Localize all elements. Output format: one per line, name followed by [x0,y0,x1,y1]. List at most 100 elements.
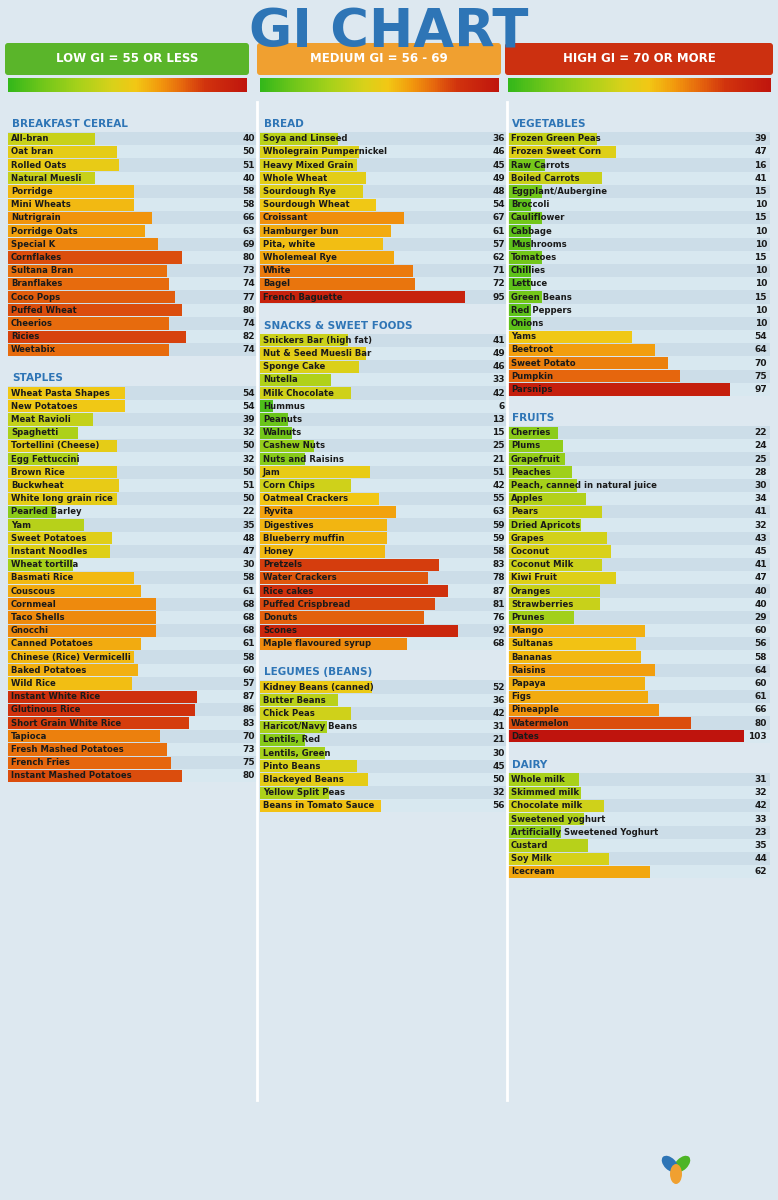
Text: 30: 30 [755,481,767,490]
Text: 54: 54 [243,389,255,397]
Bar [234,78,237,92]
Bar [508,238,531,251]
Bar [236,78,239,92]
Text: 50: 50 [243,148,255,156]
Bar [508,598,600,611]
Bar [357,78,360,92]
Bar [260,373,508,386]
Text: Apples: Apples [511,494,544,503]
Bar [103,78,106,92]
Bar [343,78,346,92]
Text: 58: 58 [755,653,767,661]
Text: Frozen Sweet Corn: Frozen Sweet Corn [511,148,601,156]
Bar [260,786,508,799]
Bar [508,343,770,356]
Bar [260,334,349,347]
Text: Skimmed milk: Skimmed milk [511,788,579,797]
Text: Cherries: Cherries [511,428,552,437]
Text: Natural Muesli: Natural Muesli [11,174,82,182]
Bar [22,78,25,92]
Bar [260,799,380,812]
Bar [470,78,473,92]
Bar [260,466,508,479]
Bar [508,826,770,839]
Bar [260,505,508,518]
Bar [578,78,581,92]
Bar [260,680,372,694]
Bar [113,78,116,92]
Text: Artificially Sweetened Yoghurt: Artificially Sweetened Yoghurt [511,828,658,836]
Text: 10: 10 [755,280,767,288]
Text: 81: 81 [492,600,505,608]
Text: Sultanas: Sultanas [511,640,553,648]
Text: STAPLES: STAPLES [12,373,63,384]
Bar [744,78,747,92]
Text: 45: 45 [492,161,505,169]
Bar [411,78,414,92]
Text: Raisins: Raisins [511,666,545,674]
Bar [8,198,258,211]
Text: 10: 10 [755,227,767,235]
Text: 77: 77 [242,293,255,301]
Bar [8,132,95,145]
Bar [692,78,695,92]
Bar [260,172,366,185]
Bar [379,78,382,92]
Bar [508,505,770,518]
Text: Ricies: Ricies [11,332,40,341]
Bar [44,78,47,92]
Text: Sultana Bran: Sultana Bran [11,266,73,275]
Text: 54: 54 [243,402,255,410]
Bar [8,571,258,584]
Bar [426,78,429,92]
Text: Porridge: Porridge [11,187,53,196]
Text: Heavy Mixed Grain: Heavy Mixed Grain [263,161,353,169]
Bar [458,78,461,92]
Bar [435,78,437,92]
Text: Peanuts: Peanuts [263,415,302,424]
Bar [698,78,701,92]
Bar [73,78,76,92]
Text: Ryvita: Ryvita [263,508,293,516]
Bar [668,78,671,92]
Bar [349,78,352,92]
Bar [8,330,258,343]
Bar [407,78,409,92]
Bar [311,78,314,92]
Text: 59: 59 [492,534,505,542]
Bar [244,78,247,92]
Bar [508,773,770,786]
Text: 72: 72 [492,280,505,288]
Bar [508,224,531,238]
Bar [508,624,646,637]
Text: 61: 61 [243,640,255,648]
Bar [552,78,555,92]
Bar [399,78,401,92]
Text: 67: 67 [492,214,505,222]
Bar [54,78,56,92]
Bar [8,264,166,277]
Text: 75: 75 [755,372,767,380]
Bar [643,78,647,92]
Bar [8,211,258,224]
Bar [508,571,770,584]
Text: 61: 61 [755,692,767,701]
Bar [494,78,497,92]
Text: Blackeyed Beans: Blackeyed Beans [263,775,344,784]
Text: 60: 60 [243,666,255,674]
Text: Wild Rice: Wild Rice [11,679,56,688]
Bar [717,78,720,92]
Bar [444,78,447,92]
Bar [508,224,770,238]
Text: 25: 25 [492,442,505,450]
Text: Sourdough Rye: Sourdough Rye [263,187,336,196]
Text: White long grain rice: White long grain rice [11,494,113,503]
Bar [260,479,351,492]
Bar [8,664,258,677]
Text: 54: 54 [755,332,767,341]
Bar [280,78,282,92]
Bar [508,132,770,145]
Text: 66: 66 [755,706,767,714]
Bar [260,413,288,426]
Text: 61: 61 [243,587,255,595]
